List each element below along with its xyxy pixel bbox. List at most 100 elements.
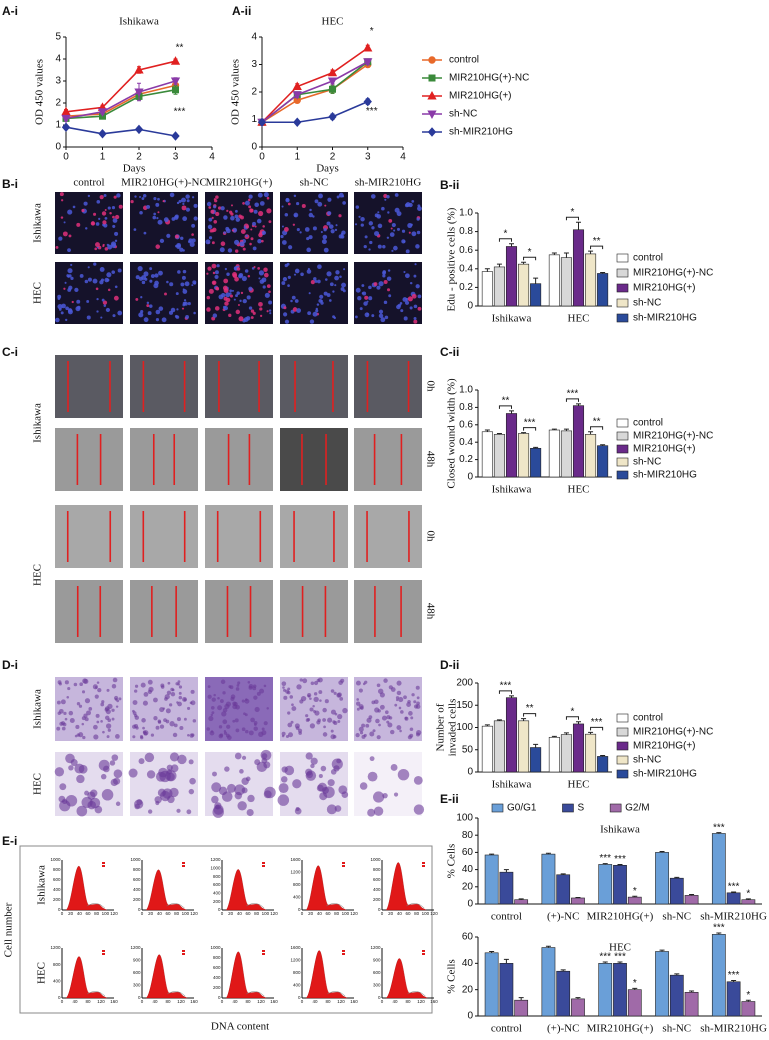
bar (484, 952, 499, 1017)
error-bar (533, 743, 539, 748)
cell (240, 229, 246, 235)
significance: ** (502, 396, 510, 407)
cell (113, 295, 119, 301)
cell (213, 219, 218, 224)
panel-label: A-i (2, 4, 18, 18)
cell (263, 192, 269, 198)
cell (377, 211, 380, 214)
error-bar (533, 446, 539, 449)
cell (63, 287, 66, 290)
cell (378, 723, 381, 727)
bar (560, 430, 572, 478)
x-tick-label: control (491, 1023, 522, 1035)
cell (61, 303, 66, 309)
cell (318, 193, 323, 199)
cell (391, 222, 396, 228)
cell (365, 723, 370, 728)
row-label: Ishikawa (32, 689, 44, 729)
significance: * (571, 706, 575, 717)
cell (114, 285, 118, 289)
point (427, 110, 437, 120)
cell (341, 195, 345, 198)
cell (394, 703, 398, 707)
x-tick-label: 0 (259, 152, 265, 163)
time-label: 0h (424, 531, 436, 543)
cell (167, 795, 175, 804)
cell (402, 297, 408, 302)
error-bar (521, 432, 527, 434)
legend-box (182, 950, 185, 952)
column-label: control (73, 177, 104, 189)
cell (157, 211, 160, 214)
micrograph (354, 355, 422, 418)
cell (254, 202, 259, 208)
cell (215, 211, 220, 217)
bar (572, 723, 585, 773)
cell (141, 197, 145, 200)
error-bar (518, 898, 524, 900)
cell (189, 777, 196, 785)
cell (357, 295, 362, 301)
micrograph (280, 192, 348, 254)
legend-swatch (616, 713, 629, 723)
cell (278, 783, 289, 794)
cell (166, 769, 173, 775)
point (427, 127, 437, 137)
cell (205, 239, 211, 245)
x-tick-label: 0 (221, 911, 224, 916)
bar (613, 963, 627, 1017)
histogram-shape (305, 950, 348, 999)
x-tick-label: 4 (209, 152, 215, 163)
x-tick-label: 120 (177, 999, 185, 1004)
cell (388, 294, 392, 298)
point (134, 88, 144, 98)
cell (113, 195, 117, 199)
cell (76, 299, 81, 304)
cell (214, 270, 219, 275)
cell (211, 280, 217, 286)
y-tick-label: 0.8 (459, 226, 473, 237)
cell (318, 690, 323, 695)
significance: *** (728, 882, 740, 893)
cell (237, 801, 247, 811)
y-tick-label: 0 (218, 907, 221, 912)
histogram-shape (225, 951, 267, 999)
cell (301, 203, 306, 208)
cell (269, 312, 272, 315)
cell (230, 215, 235, 221)
histogram-outline (246, 903, 265, 909)
error-bar (632, 895, 638, 898)
bar (481, 271, 493, 307)
cell (211, 216, 214, 220)
legend-label: sh-NC (449, 109, 477, 120)
cell (96, 310, 99, 313)
point (257, 117, 267, 128)
cell (143, 692, 149, 697)
cell (372, 729, 376, 733)
cell (287, 202, 291, 206)
y-tick-label: 600 (373, 970, 381, 975)
cell (243, 712, 246, 716)
cell (169, 721, 175, 727)
legend-box (342, 862, 345, 864)
cell (147, 679, 153, 685)
cell (244, 698, 250, 704)
y-tick-label: 2 (251, 87, 257, 98)
cell (235, 687, 240, 691)
bar (655, 951, 669, 1017)
cell (235, 294, 238, 298)
cell (63, 221, 66, 224)
cell (106, 688, 110, 692)
cell (138, 758, 145, 765)
micrograph (205, 505, 273, 568)
cell (150, 733, 155, 737)
error-bar (521, 718, 527, 721)
cell (66, 695, 70, 699)
x-tick-label: MIR210HG(+) (587, 911, 654, 923)
cell (403, 270, 406, 274)
legend-label: sh-MIR210HG (633, 470, 697, 481)
cell (372, 791, 385, 803)
cell (183, 717, 187, 721)
cell (192, 280, 197, 285)
cell (93, 724, 98, 730)
